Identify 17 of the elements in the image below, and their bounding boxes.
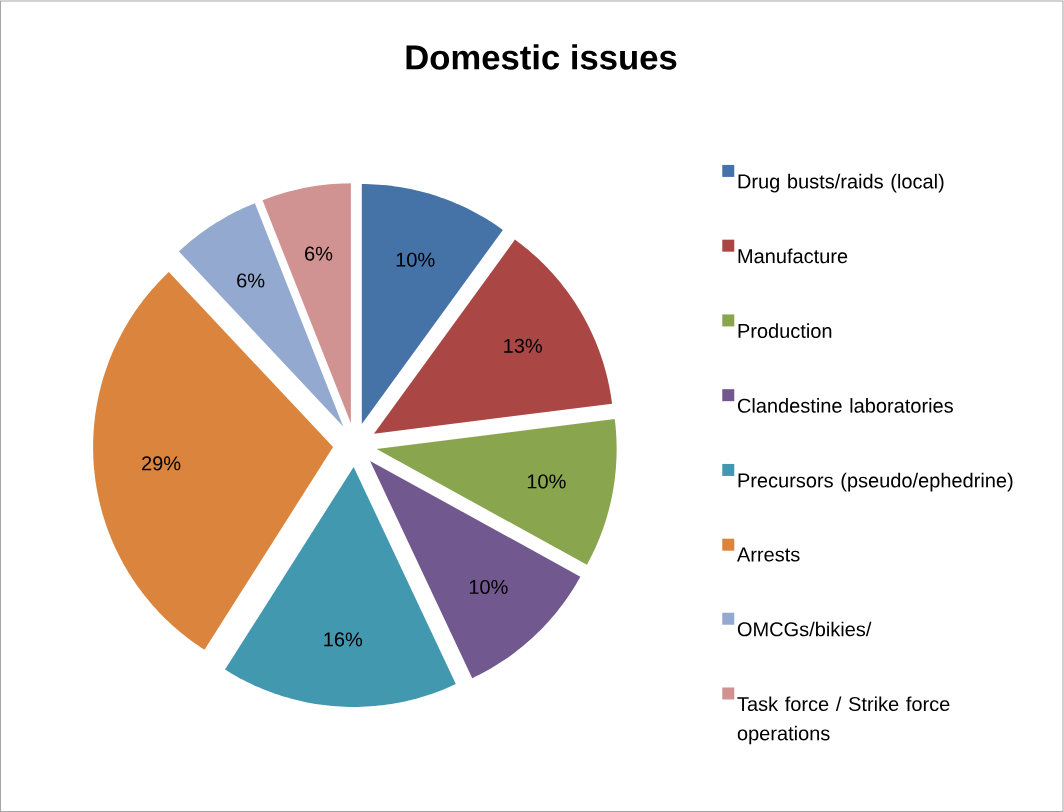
legend-label: Clandestine laboratories: [737, 398, 953, 413]
data-label: 10%: [396, 252, 435, 267]
data-label: 6%: [237, 273, 265, 288]
data-label: 16%: [324, 632, 363, 647]
legend-label: OMCGs/bikies/: [737, 621, 872, 637]
legend-label: Task force / Strike force operations: [737, 696, 950, 745]
legend-label: Precursors (pseudo/ephedrine): [738, 472, 1013, 492]
data-label: 6%: [305, 246, 333, 261]
data-label: 13%: [504, 338, 542, 353]
data-label: 29%: [142, 456, 181, 471]
legend-label: Arrests: [736, 547, 800, 562]
legend-label: Production: [738, 323, 832, 339]
chart-title: Domestic issues: [406, 44, 677, 70]
legend-label: Drug busts/raids (local): [738, 173, 944, 193]
data-label: 10%: [469, 579, 508, 595]
legend-label: Manufacture: [738, 248, 848, 264]
data-label: 10%: [527, 474, 566, 489]
